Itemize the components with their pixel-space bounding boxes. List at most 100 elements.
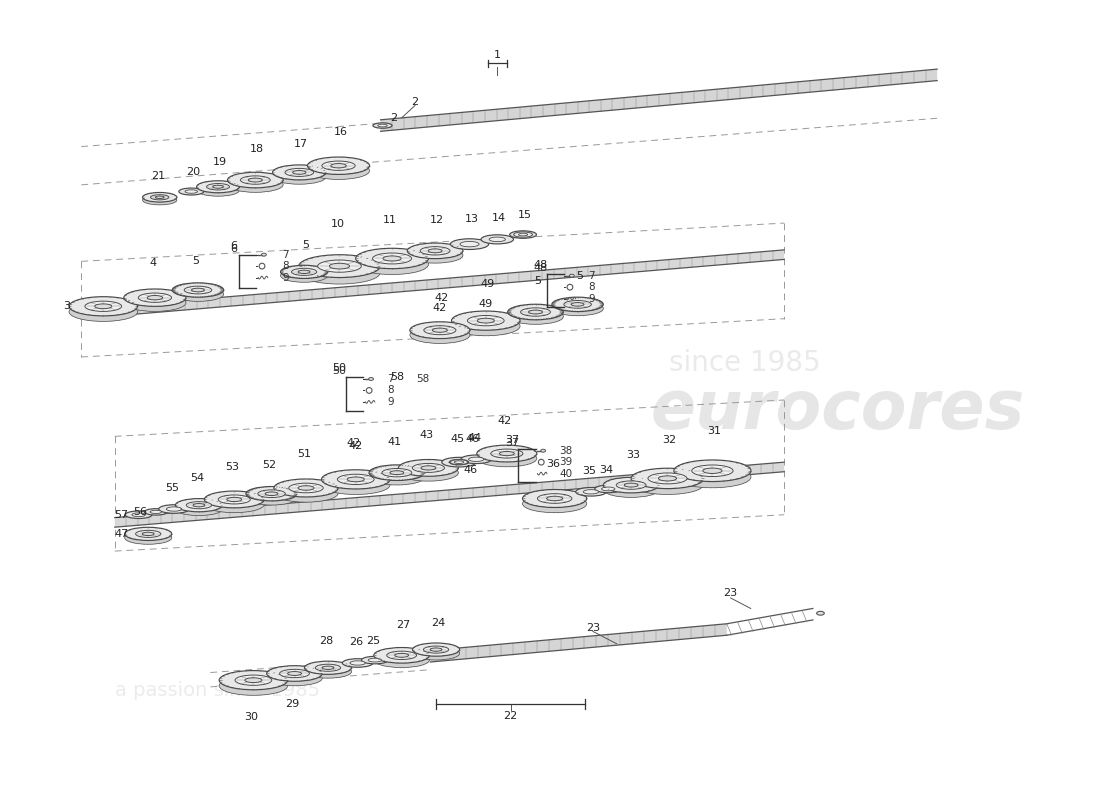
Ellipse shape — [424, 646, 449, 653]
Ellipse shape — [450, 238, 488, 250]
Ellipse shape — [280, 269, 328, 282]
Ellipse shape — [552, 297, 603, 311]
Ellipse shape — [342, 658, 373, 667]
Ellipse shape — [469, 457, 484, 462]
Text: 49: 49 — [481, 279, 495, 290]
Ellipse shape — [603, 478, 659, 493]
Text: 8: 8 — [588, 282, 595, 292]
Ellipse shape — [246, 486, 297, 501]
Ellipse shape — [150, 510, 162, 514]
Ellipse shape — [151, 194, 169, 200]
Ellipse shape — [461, 455, 492, 463]
Text: 16: 16 — [333, 127, 348, 138]
Ellipse shape — [143, 193, 177, 202]
Ellipse shape — [185, 190, 198, 194]
Ellipse shape — [241, 176, 271, 184]
Ellipse shape — [368, 378, 373, 380]
Ellipse shape — [124, 527, 172, 541]
Ellipse shape — [571, 302, 584, 306]
Ellipse shape — [616, 481, 646, 490]
Text: 58: 58 — [389, 372, 404, 382]
Ellipse shape — [298, 486, 314, 490]
Ellipse shape — [509, 231, 537, 238]
Text: 27: 27 — [396, 620, 410, 630]
Ellipse shape — [407, 247, 463, 263]
Ellipse shape — [338, 474, 374, 485]
Ellipse shape — [322, 666, 334, 670]
Text: 52: 52 — [263, 460, 277, 470]
Ellipse shape — [508, 304, 563, 320]
Text: 9: 9 — [588, 294, 595, 304]
Ellipse shape — [321, 470, 390, 489]
Ellipse shape — [529, 310, 542, 314]
Text: 2: 2 — [390, 113, 397, 123]
Text: 42: 42 — [349, 441, 363, 451]
Ellipse shape — [477, 318, 494, 323]
Ellipse shape — [280, 266, 328, 278]
Ellipse shape — [374, 647, 429, 663]
Text: 47: 47 — [114, 529, 129, 539]
Ellipse shape — [355, 248, 429, 269]
Ellipse shape — [139, 293, 172, 302]
Text: 53: 53 — [226, 462, 240, 472]
Ellipse shape — [173, 283, 223, 298]
Ellipse shape — [692, 465, 733, 477]
Ellipse shape — [476, 445, 537, 462]
Ellipse shape — [387, 651, 417, 659]
Ellipse shape — [155, 196, 164, 198]
Ellipse shape — [373, 123, 392, 128]
Ellipse shape — [468, 315, 504, 326]
Ellipse shape — [273, 165, 326, 180]
Ellipse shape — [279, 670, 309, 678]
Ellipse shape — [219, 670, 288, 690]
Ellipse shape — [674, 460, 751, 482]
Ellipse shape — [245, 678, 262, 682]
Text: 25: 25 — [366, 636, 379, 646]
Ellipse shape — [541, 450, 546, 452]
Ellipse shape — [481, 234, 514, 244]
Ellipse shape — [212, 186, 223, 188]
Ellipse shape — [298, 270, 310, 274]
Ellipse shape — [518, 234, 528, 236]
Ellipse shape — [299, 262, 381, 284]
Text: 44: 44 — [468, 434, 482, 443]
Text: 24: 24 — [431, 618, 446, 628]
Text: 19: 19 — [213, 157, 227, 167]
Ellipse shape — [147, 295, 163, 300]
Ellipse shape — [322, 161, 355, 170]
Text: 17: 17 — [294, 138, 308, 149]
Ellipse shape — [348, 477, 364, 482]
Ellipse shape — [412, 463, 444, 472]
Ellipse shape — [355, 254, 429, 274]
Text: eurocores: eurocores — [650, 377, 1024, 442]
Ellipse shape — [508, 309, 563, 324]
Ellipse shape — [186, 502, 211, 509]
Ellipse shape — [412, 646, 460, 660]
Ellipse shape — [69, 297, 138, 316]
Ellipse shape — [287, 671, 301, 675]
Ellipse shape — [293, 170, 306, 174]
Text: 51: 51 — [297, 449, 311, 458]
Ellipse shape — [522, 490, 586, 507]
Text: 5: 5 — [302, 240, 309, 250]
Text: 14: 14 — [492, 214, 506, 223]
Text: 45: 45 — [450, 434, 464, 444]
Text: 54: 54 — [190, 474, 205, 483]
Ellipse shape — [305, 665, 352, 678]
Ellipse shape — [420, 246, 450, 255]
Text: 31: 31 — [707, 426, 722, 436]
Ellipse shape — [308, 162, 370, 179]
Text: 42: 42 — [434, 293, 449, 302]
Ellipse shape — [454, 461, 464, 463]
Ellipse shape — [547, 496, 563, 501]
Text: 35: 35 — [582, 466, 596, 476]
Ellipse shape — [273, 170, 326, 184]
Ellipse shape — [179, 188, 204, 195]
Ellipse shape — [173, 287, 223, 302]
Ellipse shape — [368, 658, 382, 662]
Text: 50: 50 — [332, 366, 346, 376]
Ellipse shape — [321, 475, 390, 494]
Text: 22: 22 — [504, 710, 518, 721]
Ellipse shape — [205, 491, 264, 508]
Ellipse shape — [383, 256, 402, 261]
